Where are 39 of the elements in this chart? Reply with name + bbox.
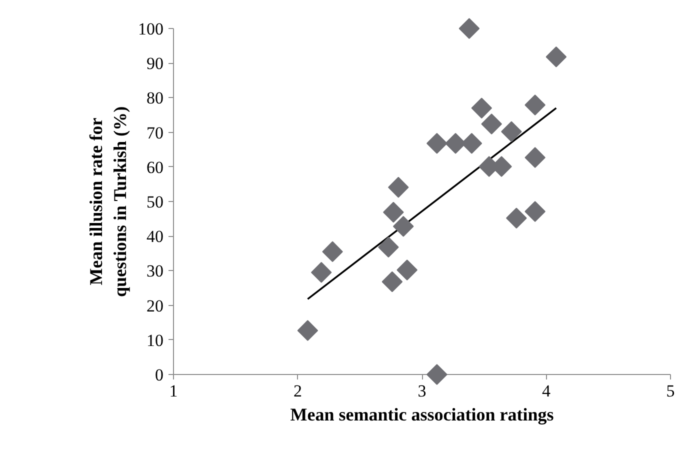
y-tick-label: 10 <box>146 330 164 350</box>
point <box>506 208 527 229</box>
y-tick-label: 20 <box>146 296 164 316</box>
point <box>382 271 403 292</box>
point <box>426 364 448 385</box>
x-axis-title: Mean semantic association ratings <box>290 404 554 424</box>
point <box>445 132 466 154</box>
point <box>392 216 414 237</box>
point <box>310 262 332 283</box>
y-tick-label: 0 <box>155 366 164 384</box>
y-tick-label: 30 <box>146 262 164 281</box>
point <box>383 202 404 223</box>
point <box>481 114 502 134</box>
point <box>458 18 480 39</box>
point <box>546 46 567 68</box>
point <box>378 236 399 258</box>
point <box>501 121 522 142</box>
y-tick-label: 40 <box>146 227 164 246</box>
y-tick-label: 70 <box>146 123 164 142</box>
x-tick-label: 3 <box>418 382 426 400</box>
point <box>524 147 546 168</box>
point <box>524 201 546 222</box>
x-tick-label: 1 <box>169 382 178 400</box>
point <box>388 176 409 198</box>
point <box>426 132 448 154</box>
point <box>297 320 318 341</box>
point <box>396 260 418 280</box>
y-tick-label: 100 <box>138 20 164 38</box>
y-axis-title: Mean illusion rate for questions in Turkish (%) <box>86 106 130 297</box>
y-tick-label: 60 <box>146 158 164 177</box>
y-tick-label: 90 <box>146 54 164 74</box>
point <box>524 94 546 116</box>
x-tick-label: 4 <box>542 382 551 400</box>
point <box>471 98 492 118</box>
x-tick-label: 2 <box>294 382 302 400</box>
x-tick-label: 5 <box>666 382 675 400</box>
point <box>322 241 343 262</box>
y-tick-label: 80 <box>146 88 164 108</box>
y-tick-label: 50 <box>146 192 164 212</box>
